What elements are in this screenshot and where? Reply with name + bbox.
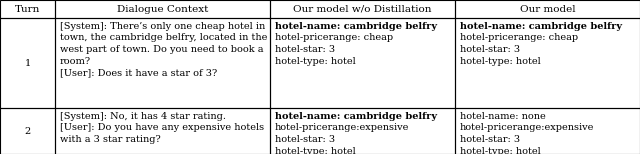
Text: Our model: Our model xyxy=(520,4,575,14)
Bar xyxy=(0,108,55,154)
Text: hotel-type: hotel: hotel-type: hotel xyxy=(460,57,541,65)
Text: hotel-type: hotel: hotel-type: hotel xyxy=(275,146,356,154)
Bar xyxy=(455,0,640,18)
Bar xyxy=(455,108,640,154)
Bar xyxy=(455,18,640,108)
Text: Our model w/o Distillation: Our model w/o Distillation xyxy=(293,4,432,14)
Text: hotel-star: 3: hotel-star: 3 xyxy=(275,45,335,54)
Text: [System]: There’s only one cheap hotel in: [System]: There’s only one cheap hotel i… xyxy=(60,22,265,31)
Text: hotel-star: 3: hotel-star: 3 xyxy=(460,45,520,54)
Text: hotel-name: cambridge belfry: hotel-name: cambridge belfry xyxy=(460,22,622,31)
Text: hotel-star: 3: hotel-star: 3 xyxy=(460,135,520,144)
Text: [User]: Do you have any expensive hotels: [User]: Do you have any expensive hotels xyxy=(60,124,264,132)
Text: hotel-star: 3: hotel-star: 3 xyxy=(275,135,335,144)
Text: hotel-pricerange: cheap: hotel-pricerange: cheap xyxy=(460,34,578,43)
Text: [System]: No, it has 4 star rating.: [System]: No, it has 4 star rating. xyxy=(60,112,226,121)
Text: hotel-name: cambridge belfry: hotel-name: cambridge belfry xyxy=(275,22,437,31)
Text: 1: 1 xyxy=(24,59,31,67)
Bar xyxy=(55,108,270,154)
Bar xyxy=(270,0,455,18)
Text: Turn: Turn xyxy=(15,4,40,14)
Text: hotel-type: hotel: hotel-type: hotel xyxy=(275,57,356,65)
Bar xyxy=(55,18,270,108)
Bar xyxy=(270,18,455,108)
Text: hotel-type: hotel: hotel-type: hotel xyxy=(460,146,541,154)
Bar xyxy=(55,0,270,18)
Text: town, the cambridge belfry, located in the: town, the cambridge belfry, located in t… xyxy=(60,34,268,43)
Text: Dialogue Context: Dialogue Context xyxy=(117,4,208,14)
Text: hotel-name: cambridge belfry: hotel-name: cambridge belfry xyxy=(275,112,437,121)
Text: west part of town. Do you need to book a: west part of town. Do you need to book a xyxy=(60,45,264,54)
Text: [User]: Does it have a star of 3?: [User]: Does it have a star of 3? xyxy=(60,68,217,77)
Text: with a 3 star rating?: with a 3 star rating? xyxy=(60,135,161,144)
Bar xyxy=(0,18,55,108)
Bar xyxy=(270,108,455,154)
Text: 2: 2 xyxy=(24,126,31,136)
Text: hotel-pricerange:expensive: hotel-pricerange:expensive xyxy=(460,124,595,132)
Text: hotel-name: none: hotel-name: none xyxy=(460,112,546,121)
Text: hotel-pricerange:expensive: hotel-pricerange:expensive xyxy=(275,124,410,132)
Text: room?: room? xyxy=(60,57,91,65)
Text: hotel-pricerange: cheap: hotel-pricerange: cheap xyxy=(275,34,393,43)
Bar xyxy=(0,0,55,18)
